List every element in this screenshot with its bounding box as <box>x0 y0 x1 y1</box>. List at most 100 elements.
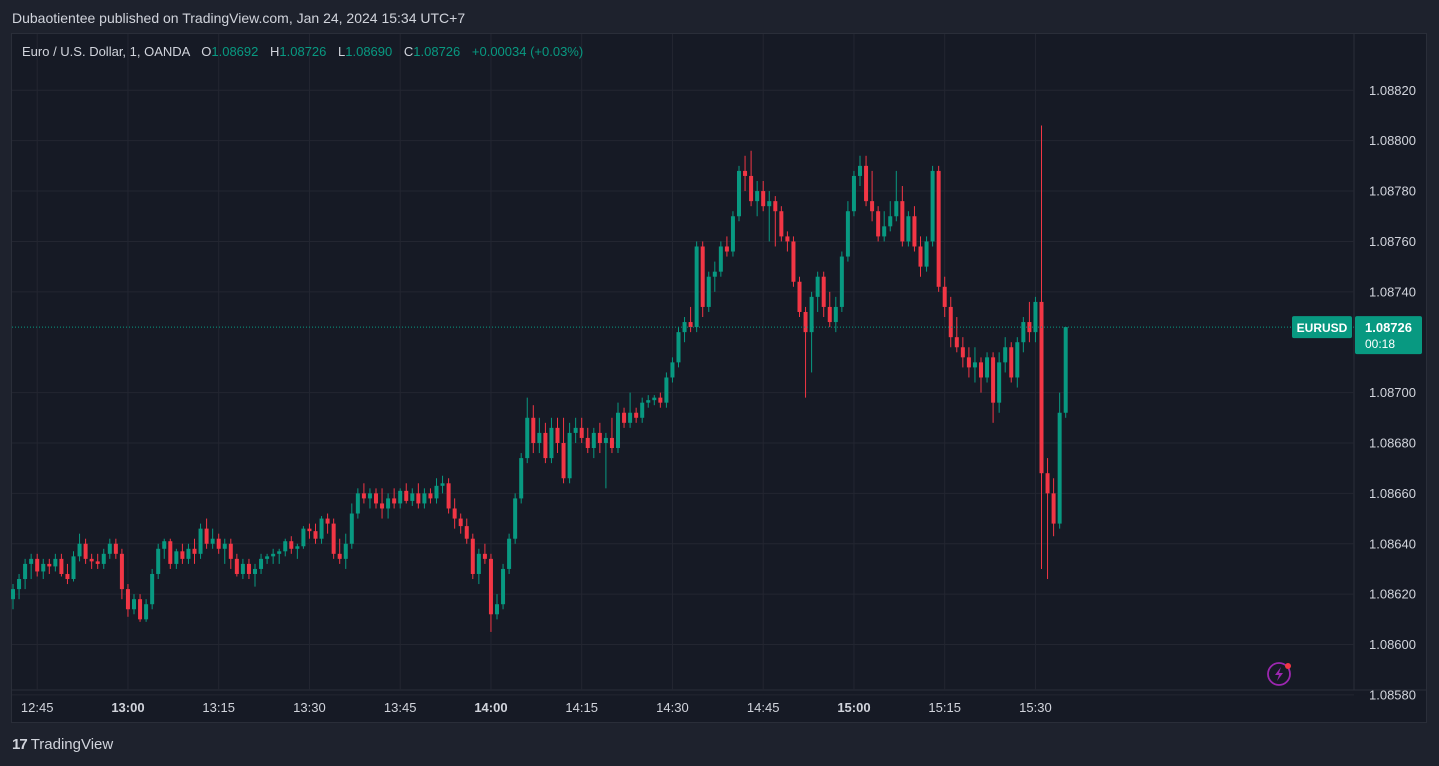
candle <box>23 558 28 590</box>
candle <box>144 599 149 622</box>
y-tick-label: 1.08780 <box>1369 184 1416 199</box>
candle <box>985 352 990 383</box>
candle-body <box>543 432 548 459</box>
alert-lightning-bolt-icon[interactable] <box>1267 662 1291 686</box>
candle-body <box>767 201 772 207</box>
candle-body <box>839 256 844 307</box>
candle <box>942 276 947 318</box>
candle-body <box>936 170 941 287</box>
chart-pane[interactable] <box>11 33 1427 723</box>
candle <box>434 478 439 504</box>
publisher-line: Dubaotientee published on TradingView.co… <box>12 10 466 26</box>
candle-body <box>640 402 645 418</box>
candle <box>29 553 34 580</box>
candle-body <box>367 493 372 499</box>
candle-body <box>222 543 227 549</box>
candle <box>972 347 977 383</box>
symbol-price-tag: EURUSD <box>1292 316 1352 339</box>
candle <box>706 271 711 312</box>
candle-body <box>295 546 300 549</box>
candle <box>737 165 741 222</box>
candle-body <box>361 493 366 499</box>
candle-body <box>1033 301 1038 333</box>
candle-body <box>95 561 100 564</box>
candle-body <box>966 357 971 368</box>
candle-body <box>192 548 197 554</box>
candle-body <box>979 362 983 378</box>
candle-body <box>960 347 965 358</box>
candle-body <box>83 543 88 559</box>
candle-body <box>1063 327 1068 413</box>
candle <box>573 417 578 443</box>
candle <box>289 536 294 554</box>
candle-body <box>289 541 294 549</box>
tradingview-logo[interactable]: 17 TradingView <box>12 736 113 753</box>
candle <box>833 296 838 333</box>
candle-body <box>398 490 403 504</box>
candle <box>470 533 475 580</box>
x-tick-label: 12:45 <box>21 700 54 715</box>
candle-body <box>997 362 1002 403</box>
legend-low: 1.08690 <box>345 44 393 59</box>
candle-body <box>851 175 856 212</box>
candle-body <box>386 498 391 509</box>
candle <box>827 291 832 328</box>
candle <box>997 352 1002 413</box>
x-tick-label: 15:15 <box>928 700 961 715</box>
candle-body <box>845 211 850 257</box>
candle <box>234 553 239 577</box>
candle <box>253 563 257 587</box>
candle <box>1033 296 1038 343</box>
candle <box>549 417 554 464</box>
candle <box>361 483 366 504</box>
candle <box>567 422 572 484</box>
symbol-tag-box <box>1292 316 1352 339</box>
candle-body <box>646 400 651 403</box>
candle <box>398 488 403 509</box>
candle <box>1051 478 1056 537</box>
candle <box>1039 125 1044 569</box>
candle <box>700 241 705 318</box>
candle-body <box>355 493 360 514</box>
candle <box>47 558 52 574</box>
candle <box>791 236 796 287</box>
candle <box>337 538 342 564</box>
candle-body <box>622 412 627 423</box>
candle-body <box>428 493 433 499</box>
legend-close: 1.08726 <box>413 44 461 59</box>
candle-body <box>972 362 977 368</box>
candle <box>730 211 735 257</box>
candle <box>156 543 161 580</box>
candle-body <box>11 589 15 600</box>
candle <box>228 538 233 569</box>
candle-body <box>138 599 143 620</box>
candle-body <box>162 541 167 549</box>
candle <box>712 261 717 292</box>
candle-body <box>416 493 421 504</box>
candle <box>664 372 669 408</box>
candle-body <box>930 170 935 242</box>
legend-open-label: O <box>201 44 212 59</box>
candle <box>440 475 445 494</box>
candle-body <box>797 281 802 312</box>
candle-body <box>331 523 336 554</box>
candle-body <box>380 503 385 509</box>
candle <box>355 488 360 519</box>
candle-body <box>894 201 899 217</box>
candle <box>652 395 657 406</box>
candle-body <box>125 589 130 610</box>
candle-body <box>906 216 911 242</box>
candle-body <box>174 551 179 564</box>
candle <box>283 538 288 557</box>
candle-body <box>912 216 917 247</box>
candle <box>543 422 548 464</box>
candle <box>59 553 64 577</box>
candle-body <box>434 485 439 499</box>
candle-body <box>785 236 790 242</box>
candle <box>609 417 614 454</box>
candle-body <box>392 498 397 504</box>
candle-body <box>743 170 748 176</box>
candle-body <box>597 432 602 443</box>
candle <box>803 306 808 398</box>
